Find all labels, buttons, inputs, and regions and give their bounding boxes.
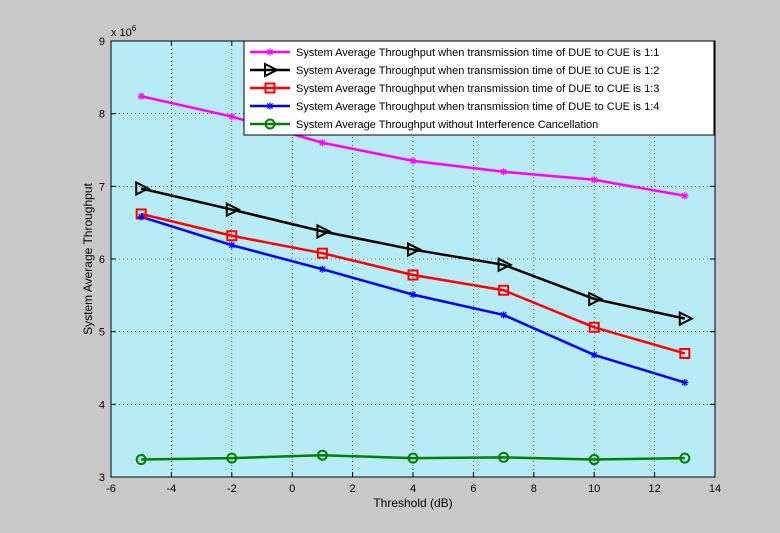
data-point-series-5 [498, 451, 510, 463]
data-point-series-2 [678, 310, 695, 327]
series-line-3 [140, 212, 686, 355]
data-point-series-5 [316, 449, 328, 461]
data-point-series-5 [679, 452, 691, 464]
y-tick-label: 8 [99, 109, 105, 121]
data-point-series-5 [407, 452, 419, 464]
x-tick-label: 0 [289, 483, 295, 495]
data-point-series-1 [409, 157, 417, 165]
x-tick-label: 10 [588, 483, 600, 495]
data-point-series-2 [135, 180, 151, 197]
axis-ticks [110, 40, 716, 478]
legend-marker-5 [264, 118, 276, 130]
legend-marker-1 [266, 48, 274, 56]
series-line-5 [141, 453, 685, 461]
x-tick-label: 12 [648, 483, 660, 495]
data-point-series-3 [498, 284, 510, 296]
y-tick-label: 6 [99, 254, 105, 266]
y-tick-label: 3 [99, 472, 105, 484]
data-point-series-1 [318, 139, 326, 147]
data-point-series-1 [228, 113, 236, 121]
data-point-series-4 [409, 291, 417, 299]
legend-label-1: System Average Throughput when transmiss… [296, 47, 659, 59]
data-point-series-4 [500, 311, 508, 319]
data-point-series-2 [225, 201, 242, 218]
data-point-series-2 [316, 223, 332, 240]
y-tick-label: 7 [99, 181, 105, 193]
data-point-series-4 [681, 379, 689, 387]
series-line-2 [140, 187, 686, 320]
data-point-series-5 [135, 454, 147, 466]
data-point-series-2 [588, 291, 604, 307]
data-point-series-3 [226, 230, 238, 242]
x-tick-label: -2 [227, 483, 237, 495]
legend-label-3: System Average Throughput when transmiss… [296, 83, 659, 95]
legend: System Average Throughput when transmiss… [243, 40, 715, 136]
data-point-series-4 [228, 241, 236, 249]
data-point-series-4 [137, 213, 145, 221]
data-point-series-4 [318, 265, 326, 273]
x-tick-label: 6 [470, 483, 476, 495]
y-tick-label: 5 [99, 327, 105, 339]
data-point-series-1 [590, 176, 598, 184]
y-axis-label: System Average Throughput [81, 183, 95, 335]
legend-box [243, 40, 715, 136]
data-point-series-4 [590, 351, 598, 359]
data-point-series-2 [497, 257, 513, 273]
data-point-series-1 [137, 92, 145, 100]
data-point-series-3 [679, 347, 691, 359]
legend-label-5: System Average Throughput without Interf… [296, 119, 598, 131]
x-tick-label: 4 [410, 483, 416, 495]
y-exponent-label: x 106 [111, 24, 137, 39]
x-tick-label: -4 [167, 483, 177, 495]
series-markers [135, 92, 695, 466]
legend-label-4: System Average Throughput when transmiss… [296, 101, 659, 113]
legend-label-2: System Average Throughput when transmiss… [296, 65, 659, 77]
x-tick-labels: -6 -4 -2 0 2 4 6 8 10 12 14 [106, 483, 721, 495]
y-tick-labels: 3 4 5 6 7 8 9 [99, 36, 105, 484]
y-exponent: 6 [132, 24, 137, 33]
legend-marker-3 [264, 82, 276, 94]
data-point-series-3 [407, 269, 419, 281]
data-point-series-5 [226, 452, 238, 464]
x-tick-label: -6 [106, 483, 116, 495]
data-point-series-1 [681, 192, 689, 200]
data-point-series-5 [588, 454, 600, 466]
legend-marker-4 [266, 102, 274, 110]
data-point-series-2 [407, 241, 423, 258]
legend-entries: System Average Throughput when transmiss… [250, 47, 659, 131]
x-axis-label: Threshold (dB) [373, 496, 452, 510]
x-tick-label: 2 [350, 483, 356, 495]
data-point-series-3 [588, 321, 600, 333]
y-tick-label: 9 [99, 36, 105, 48]
x-tick-label: 8 [531, 483, 537, 495]
data-point-series-3 [316, 247, 328, 259]
legend-marker-2 [264, 62, 280, 78]
data-point-series-1 [500, 168, 508, 176]
x-tick-label: 14 [709, 483, 721, 495]
y-tick-label: 4 [99, 399, 105, 411]
